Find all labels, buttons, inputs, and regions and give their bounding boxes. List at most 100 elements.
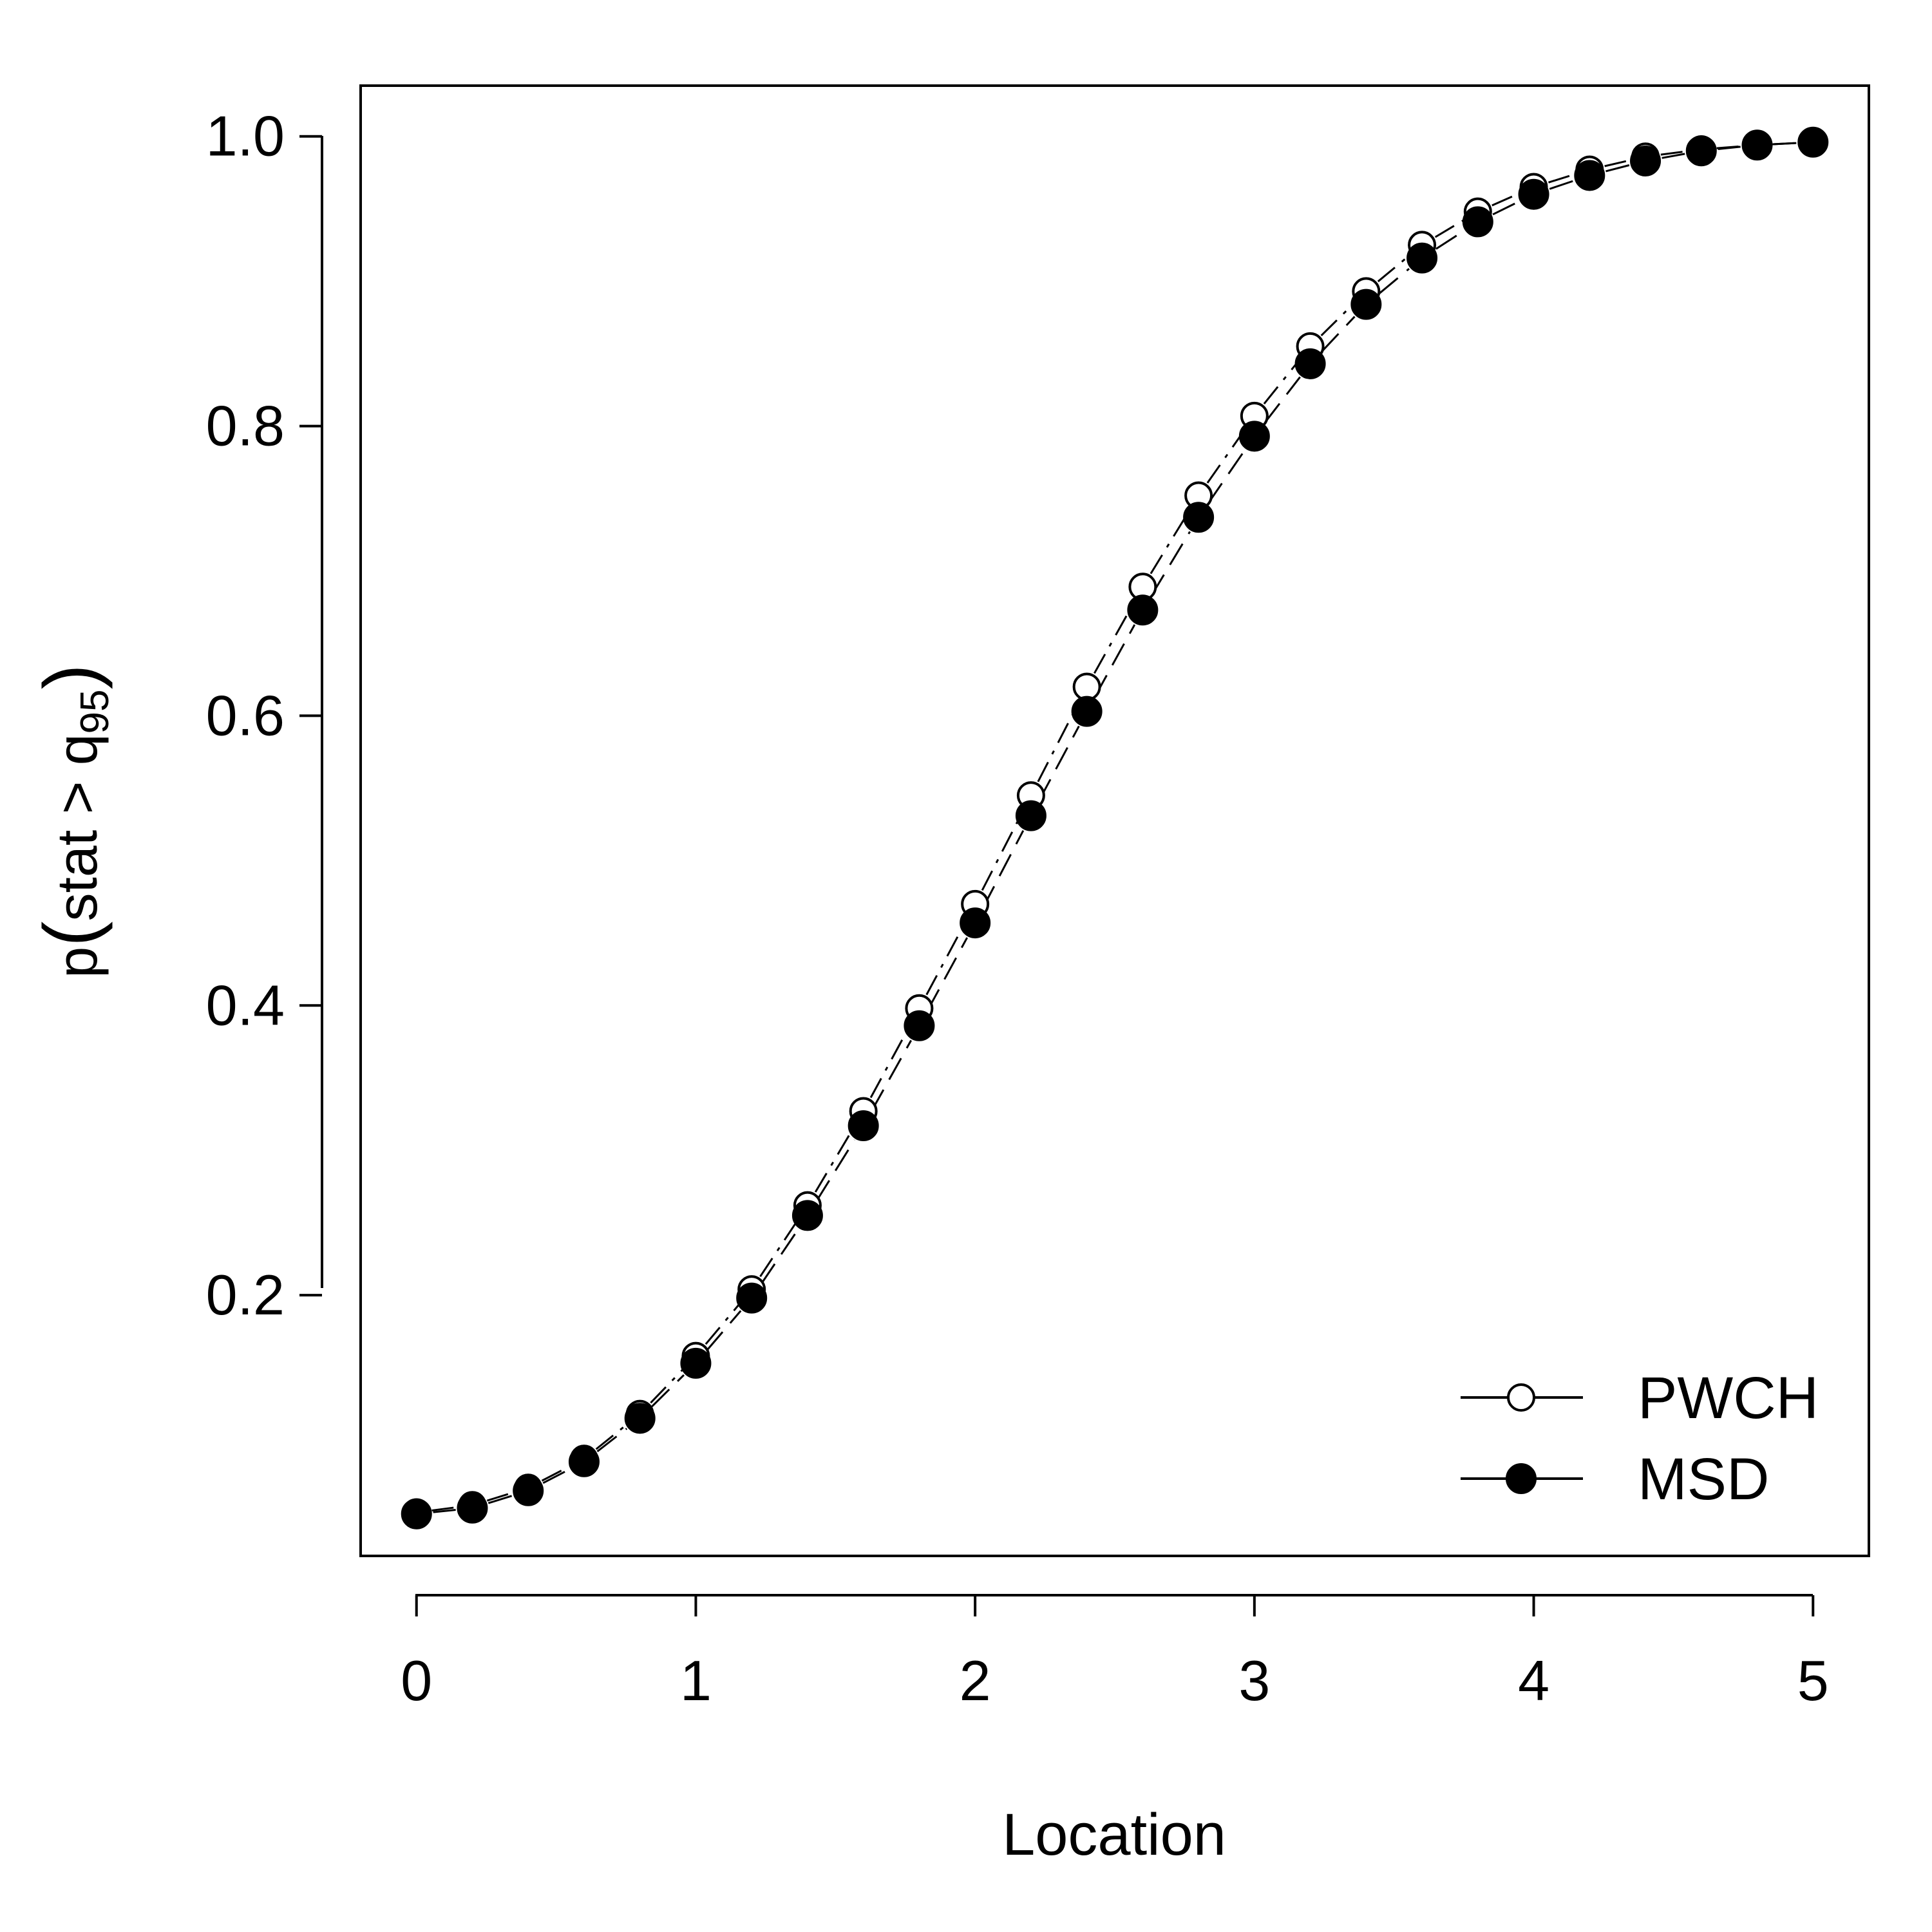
series-line-segment-pwch	[595, 1423, 629, 1450]
data-point-msd	[1183, 502, 1215, 533]
legend: PWCH MSD	[1461, 1365, 1819, 1512]
data-point-msd	[960, 907, 991, 939]
series-line-segment-pwch	[650, 1366, 686, 1404]
series-line-segment-pwch	[869, 1021, 913, 1099]
x-tick-label: 1	[680, 1649, 712, 1712]
series-line-segment-pwch	[541, 1465, 571, 1482]
series-line-segment-msd	[815, 1139, 856, 1202]
y-tick-label: 0.2	[206, 1263, 285, 1327]
series-line-segment-pwch	[486, 1491, 514, 1502]
data-point-msd	[736, 1282, 768, 1314]
series-lines	[431, 142, 1798, 1513]
series-line-segment-pwch	[1604, 159, 1631, 167]
series-line-segment-pwch	[1377, 254, 1411, 283]
data-point-msd	[1797, 126, 1829, 158]
y-axis-label-inner: stat > q	[45, 734, 109, 921]
series-line-segment-pwch	[1263, 357, 1302, 405]
data-point-msd	[791, 1200, 823, 1231]
x-tick-label: 2	[960, 1649, 991, 1712]
series-line-segment-pwch	[1434, 218, 1465, 238]
series-line-segment-msd	[1037, 725, 1080, 802]
series-line-segment-msd	[596, 1428, 628, 1453]
x-tick-label: 0	[401, 1649, 432, 1712]
series-line-segment-msd	[1094, 624, 1136, 697]
series-line-segment-msd	[651, 1374, 685, 1408]
series-line-segment-msd	[542, 1468, 570, 1484]
y-axis-label-close-paren: )	[28, 664, 113, 689]
series-line-segment-pwch	[1660, 150, 1687, 156]
data-point-msd	[1630, 145, 1662, 176]
data-point-msd	[1462, 206, 1493, 238]
y-tick-label: 0.8	[206, 394, 285, 458]
series-points	[401, 126, 1829, 1530]
y-tick-label: 0.6	[206, 683, 285, 747]
series-line-segment-pwch	[1320, 301, 1356, 337]
series-line-segment-pwch	[981, 808, 1025, 891]
data-point-msd	[1015, 800, 1046, 831]
legend-marker-msd	[1506, 1463, 1537, 1494]
series-line-segment-pwch	[925, 917, 969, 996]
data-point-msd	[1574, 160, 1605, 191]
series-line-segment-msd	[1605, 164, 1630, 173]
data-point-msd	[1518, 178, 1549, 210]
data-point-msd	[904, 1010, 935, 1041]
data-point-msd	[680, 1347, 712, 1379]
series-line-segment-msd	[488, 1495, 513, 1504]
data-point-msd	[1127, 594, 1159, 626]
data-point-msd	[568, 1446, 600, 1477]
y-axis: 0.2 0.4 0.6 0.8 1.0	[206, 104, 323, 1327]
series-line-segment-pwch	[814, 1124, 857, 1193]
series-line-segment-pwch	[1548, 173, 1575, 184]
svg-text:p(stat > q95): p(stat > q95)	[28, 664, 117, 978]
series-line-segment-msd	[1492, 200, 1519, 216]
data-point-msd	[848, 1110, 879, 1141]
y-axis-label: p(stat > q95)	[28, 664, 117, 978]
series-line-segment-msd	[1264, 376, 1301, 424]
series-line-segment-msd	[871, 1039, 913, 1112]
series-line-segment-msd	[1150, 531, 1191, 596]
legend-marker-pwch	[1507, 1383, 1535, 1412]
series-line-segment-msd	[1774, 142, 1797, 146]
series-line-segment-msd	[926, 937, 969, 1012]
data-point-msd	[457, 1492, 488, 1524]
series-line-segment-pwch	[705, 1300, 743, 1345]
x-axis: 0 1 2 3 4 5	[401, 1594, 1829, 1712]
y-axis-label-subscript: 95	[73, 690, 117, 734]
y-tick-label: 1.0	[206, 104, 285, 168]
data-point-msd	[1294, 348, 1326, 379]
x-tick-label: 5	[1797, 1649, 1829, 1712]
series-line-segment-msd	[1549, 180, 1575, 190]
series-line-segment-msd	[1662, 153, 1685, 159]
data-point-msd	[1350, 289, 1382, 320]
legend-label-pwch: PWCH	[1638, 1365, 1819, 1431]
series-line-segment-msd	[706, 1310, 742, 1352]
x-axis-label: Location	[1002, 1802, 1226, 1868]
data-point-msd	[1071, 696, 1103, 727]
series-line-segment-pwch	[1492, 192, 1520, 207]
series-line-segment-msd	[1435, 230, 1464, 250]
data-point-msd	[1741, 129, 1773, 161]
data-point-pwch	[1072, 672, 1101, 701]
y-axis-label-open-paren: (	[28, 922, 113, 947]
series-line-segment-msd	[1207, 449, 1246, 504]
legend-label-msd: MSD	[1638, 1446, 1769, 1512]
series-line-segment-msd	[760, 1229, 799, 1285]
data-point-msd	[1406, 242, 1438, 274]
data-point-msd	[513, 1475, 544, 1506]
series-line-segment-msd	[1718, 146, 1741, 151]
x-tick-label: 4	[1518, 1649, 1549, 1712]
y-tick-label: 0.4	[206, 973, 285, 1037]
series-line-segment-pwch	[431, 1506, 457, 1511]
series-line-segment-msd	[1321, 316, 1356, 352]
series-line-segment-msd	[1378, 268, 1410, 295]
series-line-segment-msd	[433, 1508, 456, 1513]
series-line-segment-msd	[981, 829, 1025, 909]
y-axis-label-prefix: p	[45, 947, 109, 978]
plot-frame	[359, 84, 1870, 1557]
data-point-msd	[401, 1498, 432, 1530]
data-point-msd	[1238, 421, 1270, 452]
series-line-segment-pwch	[1094, 600, 1136, 674]
data-point-msd	[624, 1403, 656, 1434]
